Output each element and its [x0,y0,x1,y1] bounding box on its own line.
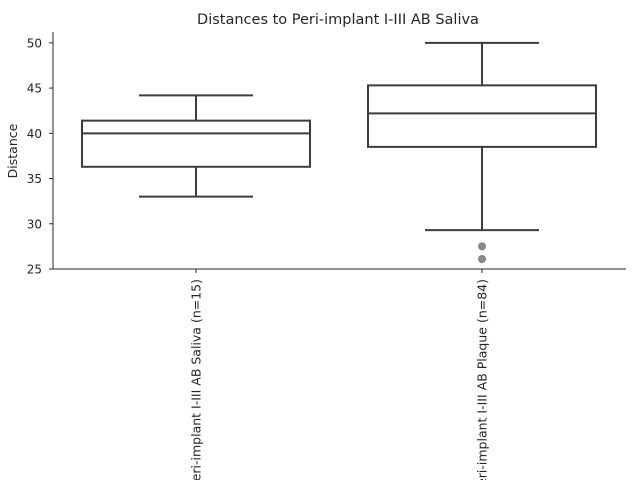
y-tick-label: 40 [27,127,42,141]
y-axis-label: Distance [5,123,20,178]
box-group [367,41,597,263]
y-tick-label: 25 [27,263,42,277]
y-tick-label: 30 [27,217,42,231]
category-labels: Peri-implant I-III AB Saliva (n=15) Peri-… [189,269,490,484]
category-label: Peri-implant I-III AB Saliva (n=15) [189,279,204,480]
box-group [81,94,311,198]
y-tick-label: 45 [27,82,42,96]
outlier-point [478,255,486,263]
box-iqr [81,119,311,168]
category-label: Peri-implant I-III AB Plaque (n=84) [475,279,490,480]
y-tick-label: 35 [27,172,42,186]
outlier-point [478,242,486,251]
boxes [81,41,597,263]
chart-title: Distances to Peri-implant I-III AB Saliv… [197,12,479,28]
y-ticks: 25 30 35 40 45 50 [27,36,53,277]
box-iqr [367,84,597,148]
y-tick-label: 50 [27,36,42,50]
